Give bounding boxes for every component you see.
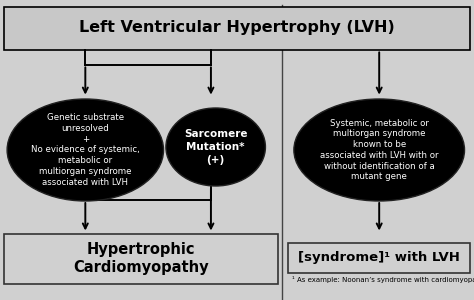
Ellipse shape [294, 99, 465, 201]
Text: Genetic substrate
unresolved
+
No evidence of systemic,
metabolic or
multiorgan : Genetic substrate unresolved + No eviden… [31, 113, 140, 187]
FancyBboxPatch shape [4, 234, 278, 284]
FancyBboxPatch shape [4, 7, 470, 50]
Text: Sarcomere
Mutation*
(+): Sarcomere Mutation* (+) [184, 129, 247, 165]
Text: ¹ As example: Noonan’s syndrome with cardiomyopaths: ¹ As example: Noonan’s syndrome with car… [292, 276, 474, 283]
Text: Systemic, metabolic or
multiorgan syndrome
known to be
associated with LVH with : Systemic, metabolic or multiorgan syndro… [320, 118, 438, 182]
FancyBboxPatch shape [288, 243, 470, 273]
Ellipse shape [166, 108, 265, 186]
Ellipse shape [7, 99, 164, 201]
Text: [syndrome]¹ with LVH: [syndrome]¹ with LVH [298, 251, 460, 265]
Text: Left Ventricular Hypertrophy (LVH): Left Ventricular Hypertrophy (LVH) [79, 20, 395, 35]
Text: Hypertrophic
Cardiomyopathy: Hypertrophic Cardiomyopathy [73, 242, 209, 275]
